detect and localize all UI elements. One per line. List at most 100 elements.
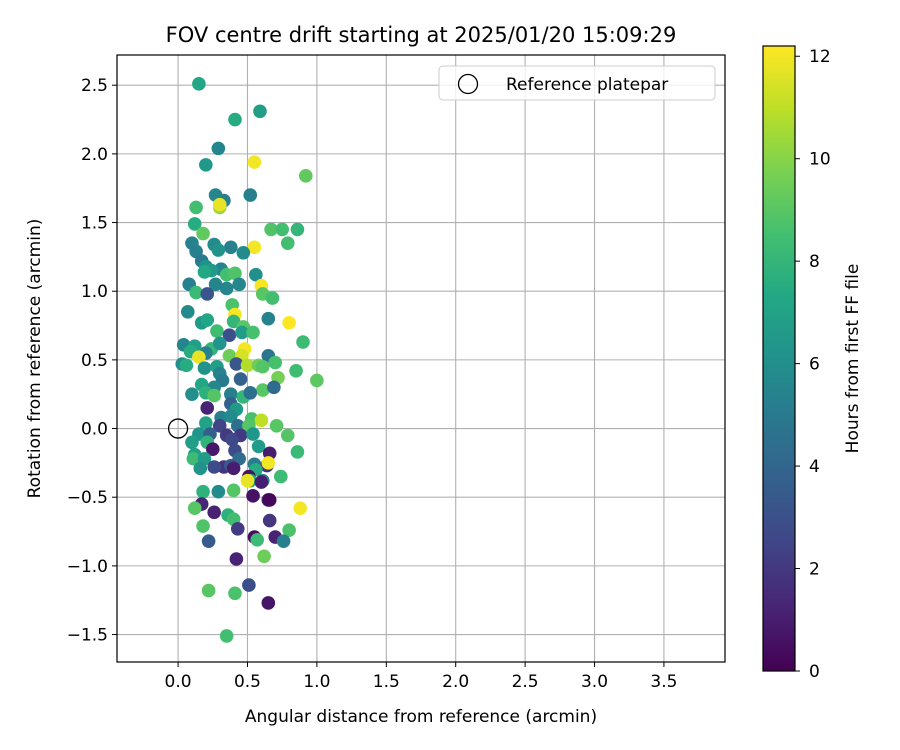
data-point [262,513,277,528]
scatter-points [167,77,324,643]
data-point [250,532,265,547]
data-point [249,267,263,282]
data-point [235,325,249,340]
data-point [261,596,276,610]
data-point [293,501,308,515]
data-point [207,460,221,474]
colorbar-ticks: 0 2 4 6 8 10 12 [795,47,831,682]
data-point [219,629,234,643]
data-point [290,222,305,237]
data-point [254,475,269,489]
colorbar-tick-label: 12 [809,47,831,67]
x-tick-label: 1.5 [373,672,400,692]
data-point [243,386,258,400]
colorbar-tick-label: 10 [809,150,831,170]
data-point [197,265,212,279]
data-point [269,418,284,433]
data-point [212,197,227,212]
data-point [261,456,276,470]
data-point [200,313,215,327]
plot-frame [116,54,726,663]
data-point [201,583,216,598]
data-point [200,287,215,301]
y-tick-label: 2.0 [81,145,108,165]
data-point [187,501,202,515]
data-point [211,141,226,156]
data-point [253,104,267,119]
data-point [243,188,258,202]
data-point [232,277,246,292]
data-point [246,427,260,441]
data-point [310,373,324,388]
data-point [255,359,270,374]
data-point [211,484,226,499]
data-point [208,277,223,292]
data-point [185,387,199,402]
y-axis-label: Rotation from reference (arcmin) [25,219,45,499]
data-point [199,416,213,430]
data-point [197,361,212,375]
x-tick-label: 0.0 [165,672,192,692]
x-tick-label: 3.5 [650,672,677,692]
data-point [187,217,202,231]
legend-label-reference: Reference platepar [506,75,668,95]
x-tick-label: 2.5 [512,672,539,692]
data-point [222,328,237,342]
colorbar-tick-label: 4 [809,457,820,477]
data-point [246,489,260,503]
data-point [261,311,276,326]
data-point [207,388,221,403]
data-point [251,439,266,454]
colorbar-label: Hours from first FF file [843,264,863,454]
y-tick-label: −1.5 [67,626,108,646]
data-point [290,445,305,459]
data-point [247,240,262,255]
y-tick-label: 0.5 [81,351,108,371]
data-point [298,169,313,183]
data-point [262,493,277,507]
data-point [201,534,216,548]
data-point [200,401,215,415]
data-point [192,350,206,364]
data-point [246,325,260,340]
data-point [224,240,238,255]
data-point [210,324,224,338]
data-point [180,305,195,319]
y-tick-label: −0.5 [67,488,108,508]
colorbar-tick-label: 6 [809,355,820,375]
y-tick-label: 0.0 [81,420,108,440]
data-point [226,461,241,476]
data-point [224,409,238,423]
data-point [282,523,296,537]
data-point [257,549,271,564]
reference-platepar-marker [167,418,189,439]
data-point [185,435,199,450]
y-tick-label: 1.0 [81,282,108,302]
y-tick-label: −1.0 [67,557,108,577]
data-point [268,355,283,370]
data-point [247,155,262,169]
data-point [240,358,255,373]
data-point [212,418,227,433]
data-point [196,226,210,241]
data-point [189,285,203,300]
data-point [242,578,256,592]
data-point [226,483,241,498]
data-point [280,428,295,443]
data-point [207,505,221,520]
colorbar-tick-label: 2 [809,560,820,580]
data-point [282,315,296,330]
data-point [254,413,269,428]
y-tick-label: 2.5 [81,76,108,96]
data-point [196,484,210,499]
x-tick-label: 3.0 [581,672,608,692]
data-point [199,158,213,172]
data-point [193,461,208,476]
data-point [205,442,220,456]
data-point [196,519,210,533]
x-axis-label: Angular distance from reference (arcmin) [245,707,597,727]
data-point [233,372,248,386]
data-point [219,281,234,296]
data-point [228,586,242,601]
